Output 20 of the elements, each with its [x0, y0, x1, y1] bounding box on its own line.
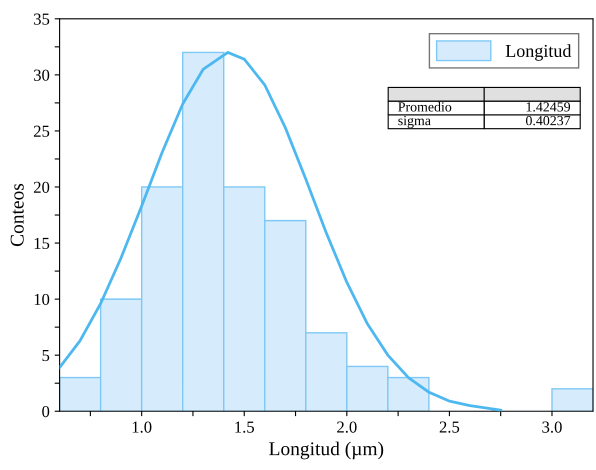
x-tick-label: 2.0	[337, 421, 357, 433]
annotation: Promedio	[398, 102, 452, 112]
y-tick-label: 25	[34, 126, 50, 137]
y-tick-label: 30	[34, 70, 50, 81]
annotation: sigma	[398, 116, 431, 128]
y-tick-label: 5	[42, 350, 50, 362]
annotation: 0.40237	[526, 116, 570, 126]
y-tick-label: 15	[34, 238, 50, 250]
x-tick-label: 3.0	[542, 421, 562, 433]
legend-label: Longitud	[506, 44, 572, 61]
annotation: 1.42459	[526, 102, 570, 112]
y-tick-label: 35	[34, 14, 50, 25]
x-tick-label: 1.0	[132, 421, 152, 433]
y-tick-label: 10	[34, 294, 50, 306]
x-tick-label: 2.5	[440, 422, 460, 433]
x-axis-title: Longitud (µm)	[269, 442, 384, 460]
x-tick-label: 1.5	[235, 422, 254, 433]
y-axis-title: Conteos	[10, 184, 24, 246]
y-tick-label: 20	[34, 182, 50, 193]
y-tick-label: 0	[42, 406, 50, 418]
